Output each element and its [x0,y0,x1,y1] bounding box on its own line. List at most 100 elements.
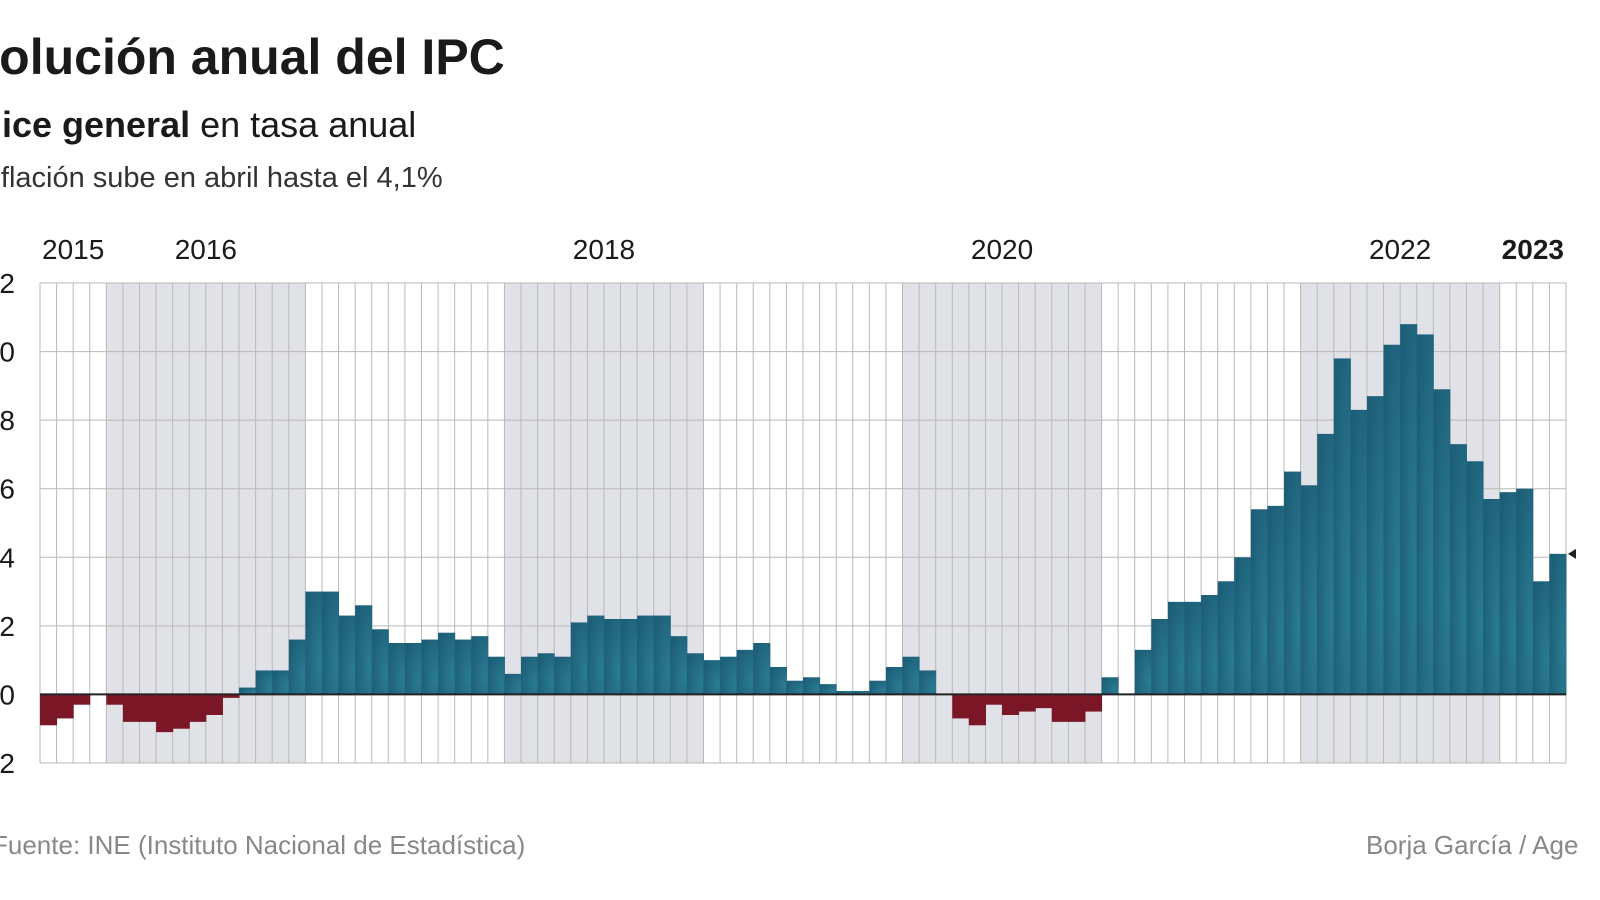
bar-positive [1483,499,1501,695]
year-label: 2023 [1502,234,1564,265]
bar-positive [1466,461,1484,695]
year-label: 2015 [42,234,104,265]
subtitle-rest: en tasa anual [190,104,417,145]
bar-positive [587,615,605,695]
bar-positive [919,670,937,695]
bar-positive [421,639,439,695]
bar-positive [1184,601,1202,695]
bar-positive [1400,324,1418,695]
bar-positive [1167,601,1185,695]
bar-positive [537,653,555,695]
bar-positive [471,636,489,695]
y-tick-label: 6 [0,474,15,505]
bar-positive [388,643,406,695]
bar-negative [106,694,124,705]
bar-negative [56,694,74,719]
bar-positive [1284,471,1302,695]
bar-positive [1300,485,1318,695]
year-label: 2018 [573,234,635,265]
bar-positive [1433,389,1451,695]
chart-title: Evolución anual del IPC [0,29,505,85]
bar-positive [736,649,754,695]
bar-positive [438,632,456,695]
bar-negative [1035,694,1053,709]
year-label: 2020 [971,234,1033,265]
bar-positive [554,656,572,695]
bar-positive [454,639,472,695]
bar-positive [321,591,340,695]
bar-positive [819,684,837,695]
bar-positive [288,639,306,695]
bar-negative [1002,694,1020,715]
bar-positive [1333,358,1351,695]
y-tick-label: 2 [0,611,15,642]
bar-positive [255,670,273,695]
y-tick-label: 4 [0,542,15,573]
bar-positive [803,677,821,695]
year-label: 2016 [175,234,237,265]
bar-negative [40,694,58,726]
bar-negative [156,694,174,733]
bar-positive [371,629,389,695]
credit-note: Borja García / Age [1366,830,1579,860]
bar-positive [1201,595,1219,695]
bar-negative [1018,694,1036,712]
bar-positive [1350,409,1368,695]
bar-positive [603,619,622,695]
bar-negative [985,694,1003,705]
bar-positive [653,615,671,695]
bar-positive [1532,581,1550,695]
bar-positive [1250,509,1268,695]
bar-negative [122,694,141,722]
bar-negative [205,694,223,715]
y-tick-label: 0 [0,679,15,710]
bar-negative [189,694,207,722]
bar-negative [139,694,157,722]
bar-negative [172,694,190,729]
bar-negative [222,694,240,698]
bar-positive [1234,557,1252,695]
bar-positive [720,656,738,695]
bar-positive [885,667,904,695]
axis-labels: 2015 2016 2018 2020 2022 2023 -2 0 2 4 6 8 10 12 [0,234,1576,779]
y-tick-label: 10 [0,337,15,368]
bar-positive [869,680,887,695]
bar-positive [852,691,870,695]
bar-positive [338,615,356,695]
bar-positive [902,656,920,695]
bar-positive [404,643,422,695]
bar-positive [1549,553,1567,695]
bar-positive [836,691,854,695]
bar-positive [637,615,655,695]
bar-negative [1084,694,1103,712]
subtitle-bold: Índice general [0,104,191,145]
bar-positive [1134,649,1152,695]
bar-positive [670,636,688,695]
chart-description: La inflación sube en abril hasta el 4,1% [0,162,443,194]
bar-positive [620,619,638,695]
bar-positive [504,673,522,695]
bar-positive [487,656,505,695]
bar-positive [786,680,804,695]
bar-positive [1516,488,1534,695]
bar-negative [968,694,986,726]
bar-positive [769,667,787,695]
bar-positive [521,656,539,695]
y-tick-label: 12 [0,268,15,299]
bar-positive [1217,581,1235,695]
y-tick-label: -2 [0,748,15,779]
bar-positive [305,591,323,695]
current-value-marker-icon [1568,548,1576,559]
bar-positive [1151,619,1169,695]
bar-positive [1267,505,1285,695]
bar-positive [272,670,290,695]
bar-positive [355,605,373,695]
source-note: Fuente: INE (Instituto Nacional de Estad… [0,830,526,860]
bar-positive [686,653,704,695]
bar-negative [1051,694,1069,722]
chart-subtitle: Índice general en tasa anual [0,104,416,146]
bar-positive [1449,444,1467,695]
bar-positive [239,687,257,695]
bar-negative [952,694,970,719]
